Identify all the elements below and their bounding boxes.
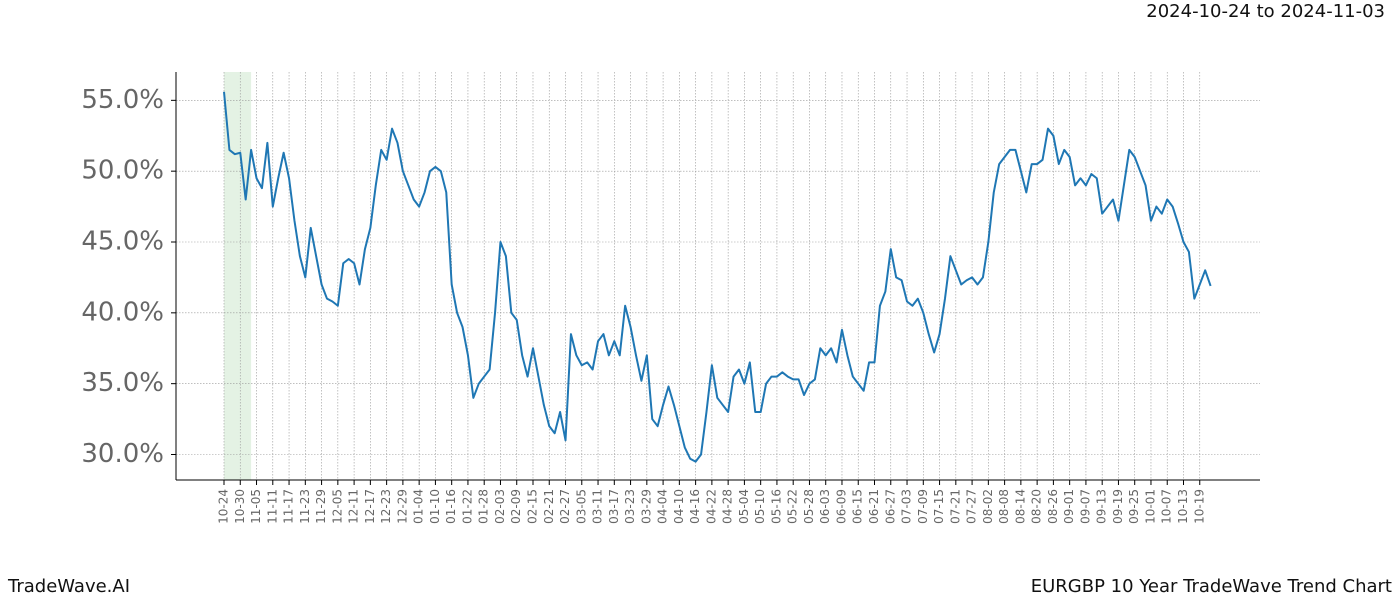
y-tick-label: 55.0%	[81, 85, 164, 115]
x-tick-label: 06-15	[851, 489, 865, 524]
x-tick-label: 03-11	[591, 489, 605, 524]
x-tick-label: 02-15	[525, 489, 539, 524]
x-tick-label: 11-05	[249, 489, 263, 524]
x-tick-label: 04-28	[721, 489, 735, 524]
x-tick-label: 07-03	[900, 489, 914, 524]
x-tick-label: 05-22	[786, 489, 800, 524]
x-tick-label: 08-14	[1013, 489, 1027, 524]
x-tick-label: 10-30	[233, 489, 247, 524]
x-tick-label: 01-16	[444, 489, 458, 524]
x-tick-label: 07-09	[916, 489, 930, 524]
x-tick-label: 06-21	[867, 489, 881, 524]
x-tick-label: 03-17	[607, 489, 621, 524]
x-tick-label: 12-11	[347, 489, 361, 524]
x-tick-label: 06-27	[883, 489, 897, 524]
x-tick-label: 03-05	[574, 489, 588, 524]
x-tick-label: 05-16	[769, 489, 783, 524]
y-tick-label: 45.0%	[81, 227, 164, 257]
x-tick-label: 04-04	[656, 489, 670, 524]
x-tick-label: 10-24	[217, 489, 231, 524]
x-tick-label: 10-13	[1176, 489, 1190, 524]
x-tick-label: 09-19	[1111, 489, 1125, 524]
y-tick-label: 40.0%	[81, 297, 164, 327]
y-tick-label: 30.0%	[81, 439, 164, 469]
x-tick-label: 04-16	[688, 489, 702, 524]
x-tick-label: 07-15	[932, 489, 946, 524]
brand: TradeWave.AI	[7, 576, 130, 597]
x-tick-label: 02-03	[493, 489, 507, 524]
x-tick-label: 01-28	[477, 489, 491, 524]
x-tick-label: 02-09	[509, 489, 523, 524]
x-tick-label: 12-23	[379, 489, 393, 524]
x-tick-label: 02-27	[558, 489, 572, 524]
x-tick-label: 07-21	[948, 489, 962, 524]
date-range: 2024-10-24 to 2024-11-03	[1146, 1, 1385, 22]
x-tick-label: 09-01	[1062, 489, 1076, 524]
x-tick-label: 06-03	[818, 489, 832, 524]
x-tick-label: 03-29	[639, 489, 653, 524]
x-tick-label: 06-09	[834, 489, 848, 524]
x-tick-label: 05-10	[753, 489, 767, 524]
x-tick-label: 04-22	[704, 489, 718, 524]
y-tick-label: 35.0%	[81, 368, 164, 398]
x-tick-label: 12-29	[395, 489, 409, 524]
x-tick-label: 07-27	[965, 489, 979, 524]
x-tick-label: 11-11	[265, 489, 279, 524]
x-tick-label: 08-02	[981, 489, 995, 524]
x-tick-label: 10-01	[1143, 489, 1157, 524]
x-tick-label: 09-25	[1127, 489, 1141, 524]
x-tick-label: 10-07	[1160, 489, 1174, 524]
x-tick-label: 09-07	[1078, 489, 1092, 524]
x-tick-label: 03-23	[623, 489, 637, 524]
x-tick-label: 01-22	[460, 489, 474, 524]
x-tick-label: 11-23	[298, 489, 312, 524]
data-line	[223, 91, 1212, 463]
y-tick-label: 50.0%	[81, 156, 164, 186]
x-tick-label: 11-29	[314, 489, 328, 524]
x-tick-label: 12-05	[330, 489, 344, 524]
x-tick-label: 11-17	[282, 489, 296, 524]
x-tick-label: 01-04	[412, 489, 426, 524]
x-tick-label: 01-10	[428, 489, 442, 524]
x-tick-label: 04-10	[672, 489, 686, 524]
x-tick-label: 09-13	[1095, 489, 1109, 524]
x-tick-label: 08-26	[1046, 489, 1060, 524]
x-tick-label: 05-28	[802, 489, 816, 524]
x-tick-label: 02-21	[542, 489, 556, 524]
x-tick-label: 10-19	[1192, 489, 1206, 524]
x-tick-label: 12-17	[363, 489, 377, 524]
x-tick-label: 08-08	[997, 489, 1011, 524]
chart-title: EURGBP 10 Year TradeWave Trend Chart	[1031, 576, 1392, 597]
x-tick-label: 08-20	[1030, 489, 1044, 524]
x-tick-label: 05-04	[737, 489, 751, 524]
